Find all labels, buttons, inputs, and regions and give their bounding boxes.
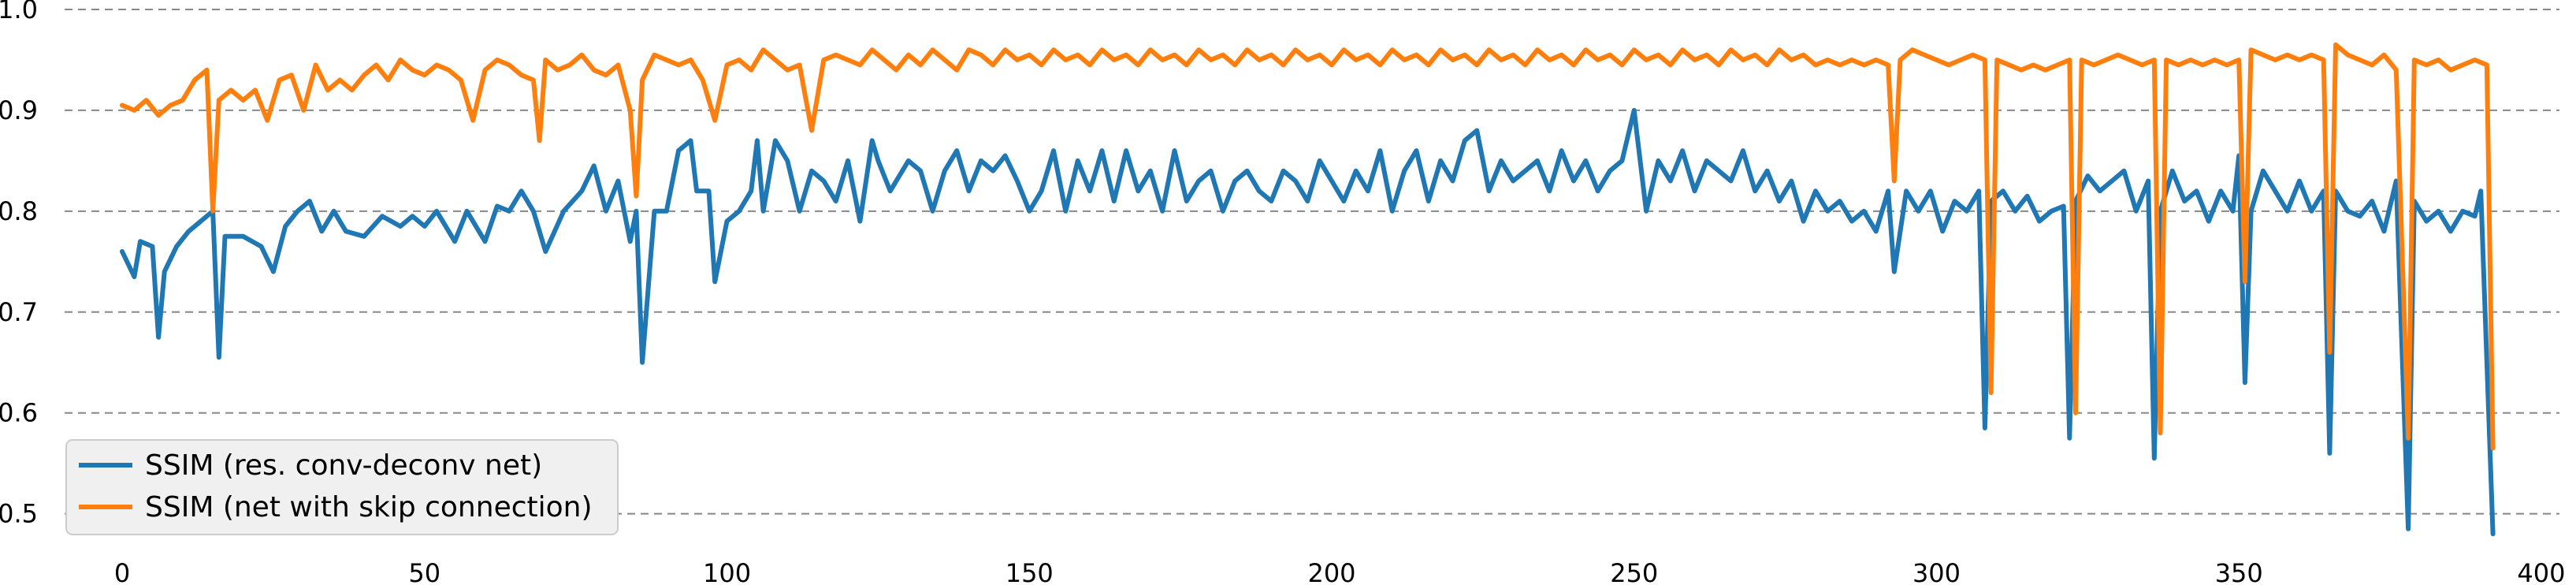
x-tick-label: 400	[2517, 558, 2565, 585]
series-line-skip-connection	[120, 42, 2496, 451]
x-tick-label: 250	[1610, 558, 1658, 585]
legend-box	[65, 439, 619, 535]
legend: SSIM (res. conv-deconv net) SSIM (net wi…	[65, 439, 619, 535]
x-axis-ticks: 0 50 100 150 200 250 300 350 400	[114, 558, 2566, 585]
y-tick-label: 0.6	[0, 398, 38, 428]
legend-label-skip-connection: SSIM (net with skip connection)	[145, 491, 593, 524]
y-tick-label: 0.8	[0, 196, 38, 226]
y-tick-label: 0.5	[0, 499, 38, 529]
y-tick-label: 1.0	[0, 0, 38, 24]
series-line-res-conv-deconv	[120, 107, 2496, 537]
grid	[65, 9, 2559, 515]
series-lines	[120, 42, 2496, 537]
y-tick-label: 0.7	[0, 297, 38, 327]
x-tick-label: 200	[1307, 558, 1355, 585]
y-axis-ticks: 0.5 0.6 0.7 0.8 0.9 1.0	[0, 0, 38, 529]
x-tick-label: 150	[1005, 558, 1054, 585]
x-tick-label: 50	[408, 558, 440, 585]
x-tick-label: 100	[703, 558, 751, 585]
x-tick-label: 0	[114, 558, 130, 585]
x-tick-label: 350	[2215, 558, 2263, 585]
legend-label-res-conv-deconv: SSIM (res. conv-deconv net)	[145, 449, 542, 482]
x-tick-label: 300	[1912, 558, 1961, 585]
y-tick-label: 0.9	[0, 95, 38, 125]
